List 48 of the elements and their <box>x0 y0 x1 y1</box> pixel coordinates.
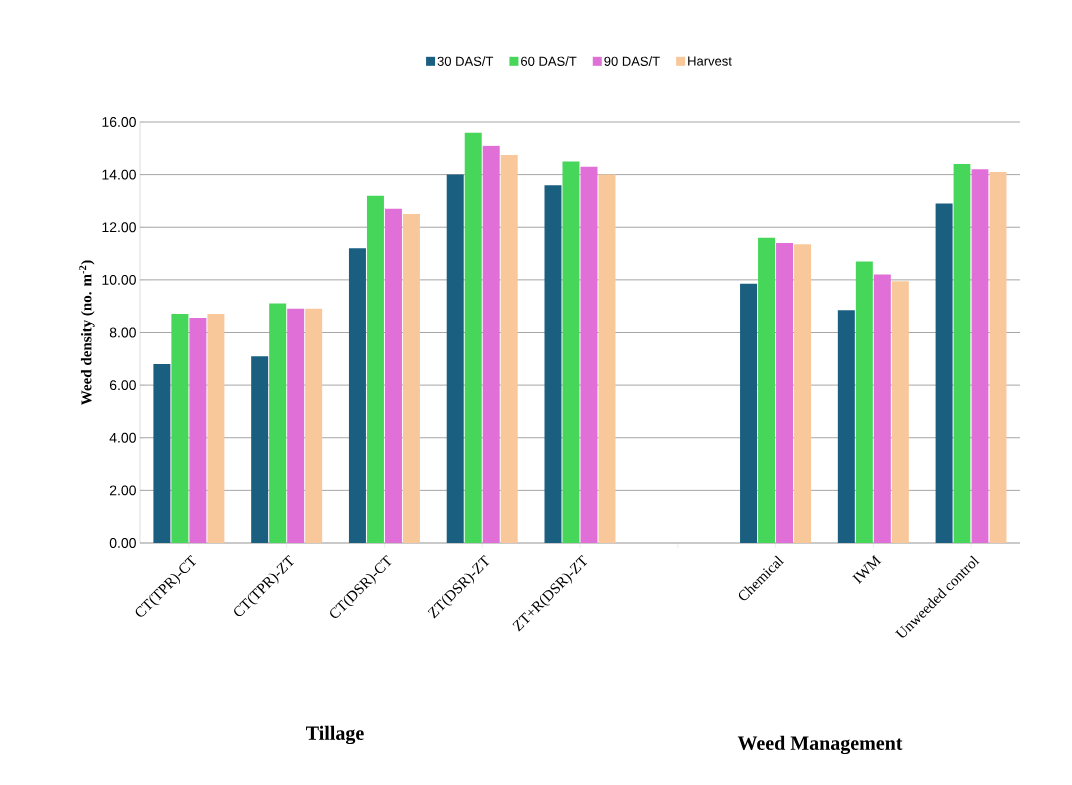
bar <box>171 314 189 543</box>
bar <box>837 310 855 543</box>
y-tick-label: 2.00 <box>109 485 136 496</box>
bar <box>562 161 580 543</box>
bar <box>446 174 464 543</box>
bar <box>305 308 323 543</box>
bar <box>873 274 891 543</box>
bar <box>758 237 776 543</box>
bar <box>269 303 287 543</box>
legend-label: Harvest <box>688 56 732 66</box>
bar <box>500 154 518 543</box>
bar <box>776 243 794 543</box>
bar <box>794 244 812 543</box>
bar <box>580 166 598 543</box>
bar <box>544 185 562 543</box>
y-axis-title: Weed density (no. m$^{-2}$) <box>79 260 95 406</box>
y-tick-label: 10.00 <box>102 274 136 285</box>
bar <box>366 195 384 543</box>
bar <box>384 208 402 543</box>
bar <box>402 214 420 543</box>
bar <box>740 283 758 543</box>
bar <box>855 261 873 543</box>
bar <box>287 308 305 543</box>
bar <box>189 318 207 543</box>
y-tick-label: 6.00 <box>109 380 136 391</box>
legend-label: 90 DAS/T <box>604 56 660 66</box>
bar <box>348 248 366 543</box>
y-tick-label: 12.00 <box>102 222 136 233</box>
bar <box>953 164 971 543</box>
bar <box>464 132 482 543</box>
bar <box>989 171 1007 543</box>
text: Tillage <box>306 725 364 745</box>
legend-label: 60 DAS/T <box>521 56 577 66</box>
bar <box>598 174 616 543</box>
y-tick-label: 0.00 <box>109 538 136 548</box>
bar <box>891 281 909 543</box>
bar <box>251 356 269 543</box>
y-tick-label: 14.00 <box>102 169 136 180</box>
y-tick-label: 4.00 <box>109 432 136 443</box>
bar <box>935 203 953 543</box>
bar <box>153 364 171 543</box>
text: Weed Management <box>737 735 903 755</box>
bar <box>482 145 500 543</box>
legend-label: 30 DAS/T <box>437 56 494 66</box>
y-tick-label: 8.00 <box>109 327 136 338</box>
bar <box>207 314 225 543</box>
bar <box>971 169 989 543</box>
y-tick-label: 16.00 <box>102 117 136 127</box>
